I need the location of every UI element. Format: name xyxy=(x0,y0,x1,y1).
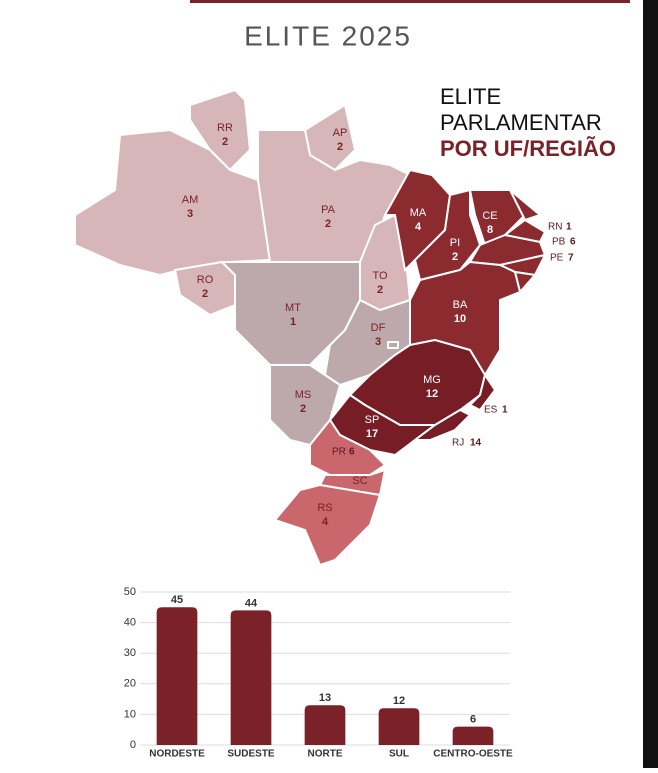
y-tick-label: 50 xyxy=(124,586,136,598)
state-value: 4 xyxy=(557,268,563,279)
state-value: 1 xyxy=(502,405,508,416)
state-label: BA xyxy=(453,299,468,311)
value-label: 45 xyxy=(171,594,183,606)
y-tick-label: 10 xyxy=(124,708,136,720)
state-label: SC xyxy=(352,475,367,487)
state-value: 3 xyxy=(375,336,381,348)
state-value: 12 xyxy=(426,388,438,400)
state-value: 1 xyxy=(290,316,296,328)
state-label: MS xyxy=(295,389,312,401)
y-tick-label: 40 xyxy=(124,617,136,629)
state-shape xyxy=(387,341,399,349)
state-label: RR xyxy=(217,122,233,134)
state-value: 2 xyxy=(202,288,208,300)
value-label: 12 xyxy=(393,695,405,707)
state-value: 6 xyxy=(570,237,576,248)
state-shape xyxy=(468,372,497,412)
state-value: 8 xyxy=(487,224,493,236)
y-tick-label: 30 xyxy=(124,647,136,659)
bar xyxy=(378,708,420,745)
state-value: 2 xyxy=(452,251,458,263)
y-tick-label: 0 xyxy=(130,739,136,751)
state-value: 3 xyxy=(542,286,548,297)
value-label: 44 xyxy=(245,597,258,609)
state-label: PA xyxy=(321,204,336,216)
state-label: AM xyxy=(182,194,199,206)
state-label: CE xyxy=(482,210,497,222)
title: ELITE 2025 xyxy=(244,20,412,51)
map-heading: POR UF/REGIÃO xyxy=(440,136,616,161)
state-value: 2 xyxy=(222,136,228,148)
x-tick-label: CENTRO-OESTE xyxy=(433,749,513,760)
state-label: MG xyxy=(423,374,441,386)
state-label: PE xyxy=(550,253,564,264)
y-tick-label: 20 xyxy=(124,678,136,690)
state-label: MT xyxy=(285,302,301,314)
state-label: RS xyxy=(317,502,332,514)
state-shape xyxy=(273,483,382,567)
map-heading: PARLAMENTAR xyxy=(440,110,602,135)
state-label: TO xyxy=(372,270,388,282)
value-label: 6 xyxy=(470,714,476,726)
state-value: 14 xyxy=(470,438,482,449)
state-shape xyxy=(309,418,387,476)
state-label: ES xyxy=(484,405,498,416)
map-heading: ELITE xyxy=(440,84,501,109)
state-label: SP xyxy=(365,414,380,426)
bar xyxy=(230,610,272,745)
state-value: 3 xyxy=(187,208,193,220)
state-label: PI xyxy=(450,237,460,249)
state-value: 1 xyxy=(566,222,572,233)
bar xyxy=(156,607,198,745)
edge-strip xyxy=(643,0,658,768)
state-label: PB xyxy=(552,237,566,248)
state-label: AL xyxy=(539,268,552,279)
state-value: 17 xyxy=(366,428,378,440)
state-value: 2 xyxy=(337,141,343,153)
state-value: 4 xyxy=(322,516,329,528)
state-label: RN xyxy=(548,222,562,233)
state-label: PR xyxy=(332,447,346,458)
state-shape xyxy=(189,88,252,172)
state-shape xyxy=(412,408,472,441)
state-value: 2 xyxy=(300,403,306,415)
bar xyxy=(304,705,346,745)
state-value: 2 xyxy=(325,218,331,230)
state-label: DF xyxy=(371,322,386,334)
state-label: AP xyxy=(333,127,348,139)
state-label: MA xyxy=(410,207,427,219)
state-label: RO xyxy=(197,274,214,286)
x-tick-label: NORDESTE xyxy=(149,749,205,760)
x-tick-label: SUL xyxy=(389,749,409,760)
state-value: 6 xyxy=(349,447,355,458)
x-tick-label: SUDESTE xyxy=(227,749,275,760)
x-tick-label: NORTE xyxy=(308,749,343,760)
bar-chart: 0 10 20 30 40 50 45 NORDESTE 44 SUDESTE 13 NORTE 12 S… xyxy=(124,586,513,760)
state-value: 4 xyxy=(415,221,422,233)
state-shape xyxy=(509,189,543,222)
state-value: 2 xyxy=(377,284,383,296)
bar xyxy=(452,726,494,745)
state-label: RJ xyxy=(452,438,464,449)
top-rule xyxy=(190,0,630,3)
state-value: 10 xyxy=(454,313,466,325)
state-label: SE xyxy=(524,286,538,297)
state-value: 7 xyxy=(568,253,574,264)
value-label: 13 xyxy=(319,692,331,704)
